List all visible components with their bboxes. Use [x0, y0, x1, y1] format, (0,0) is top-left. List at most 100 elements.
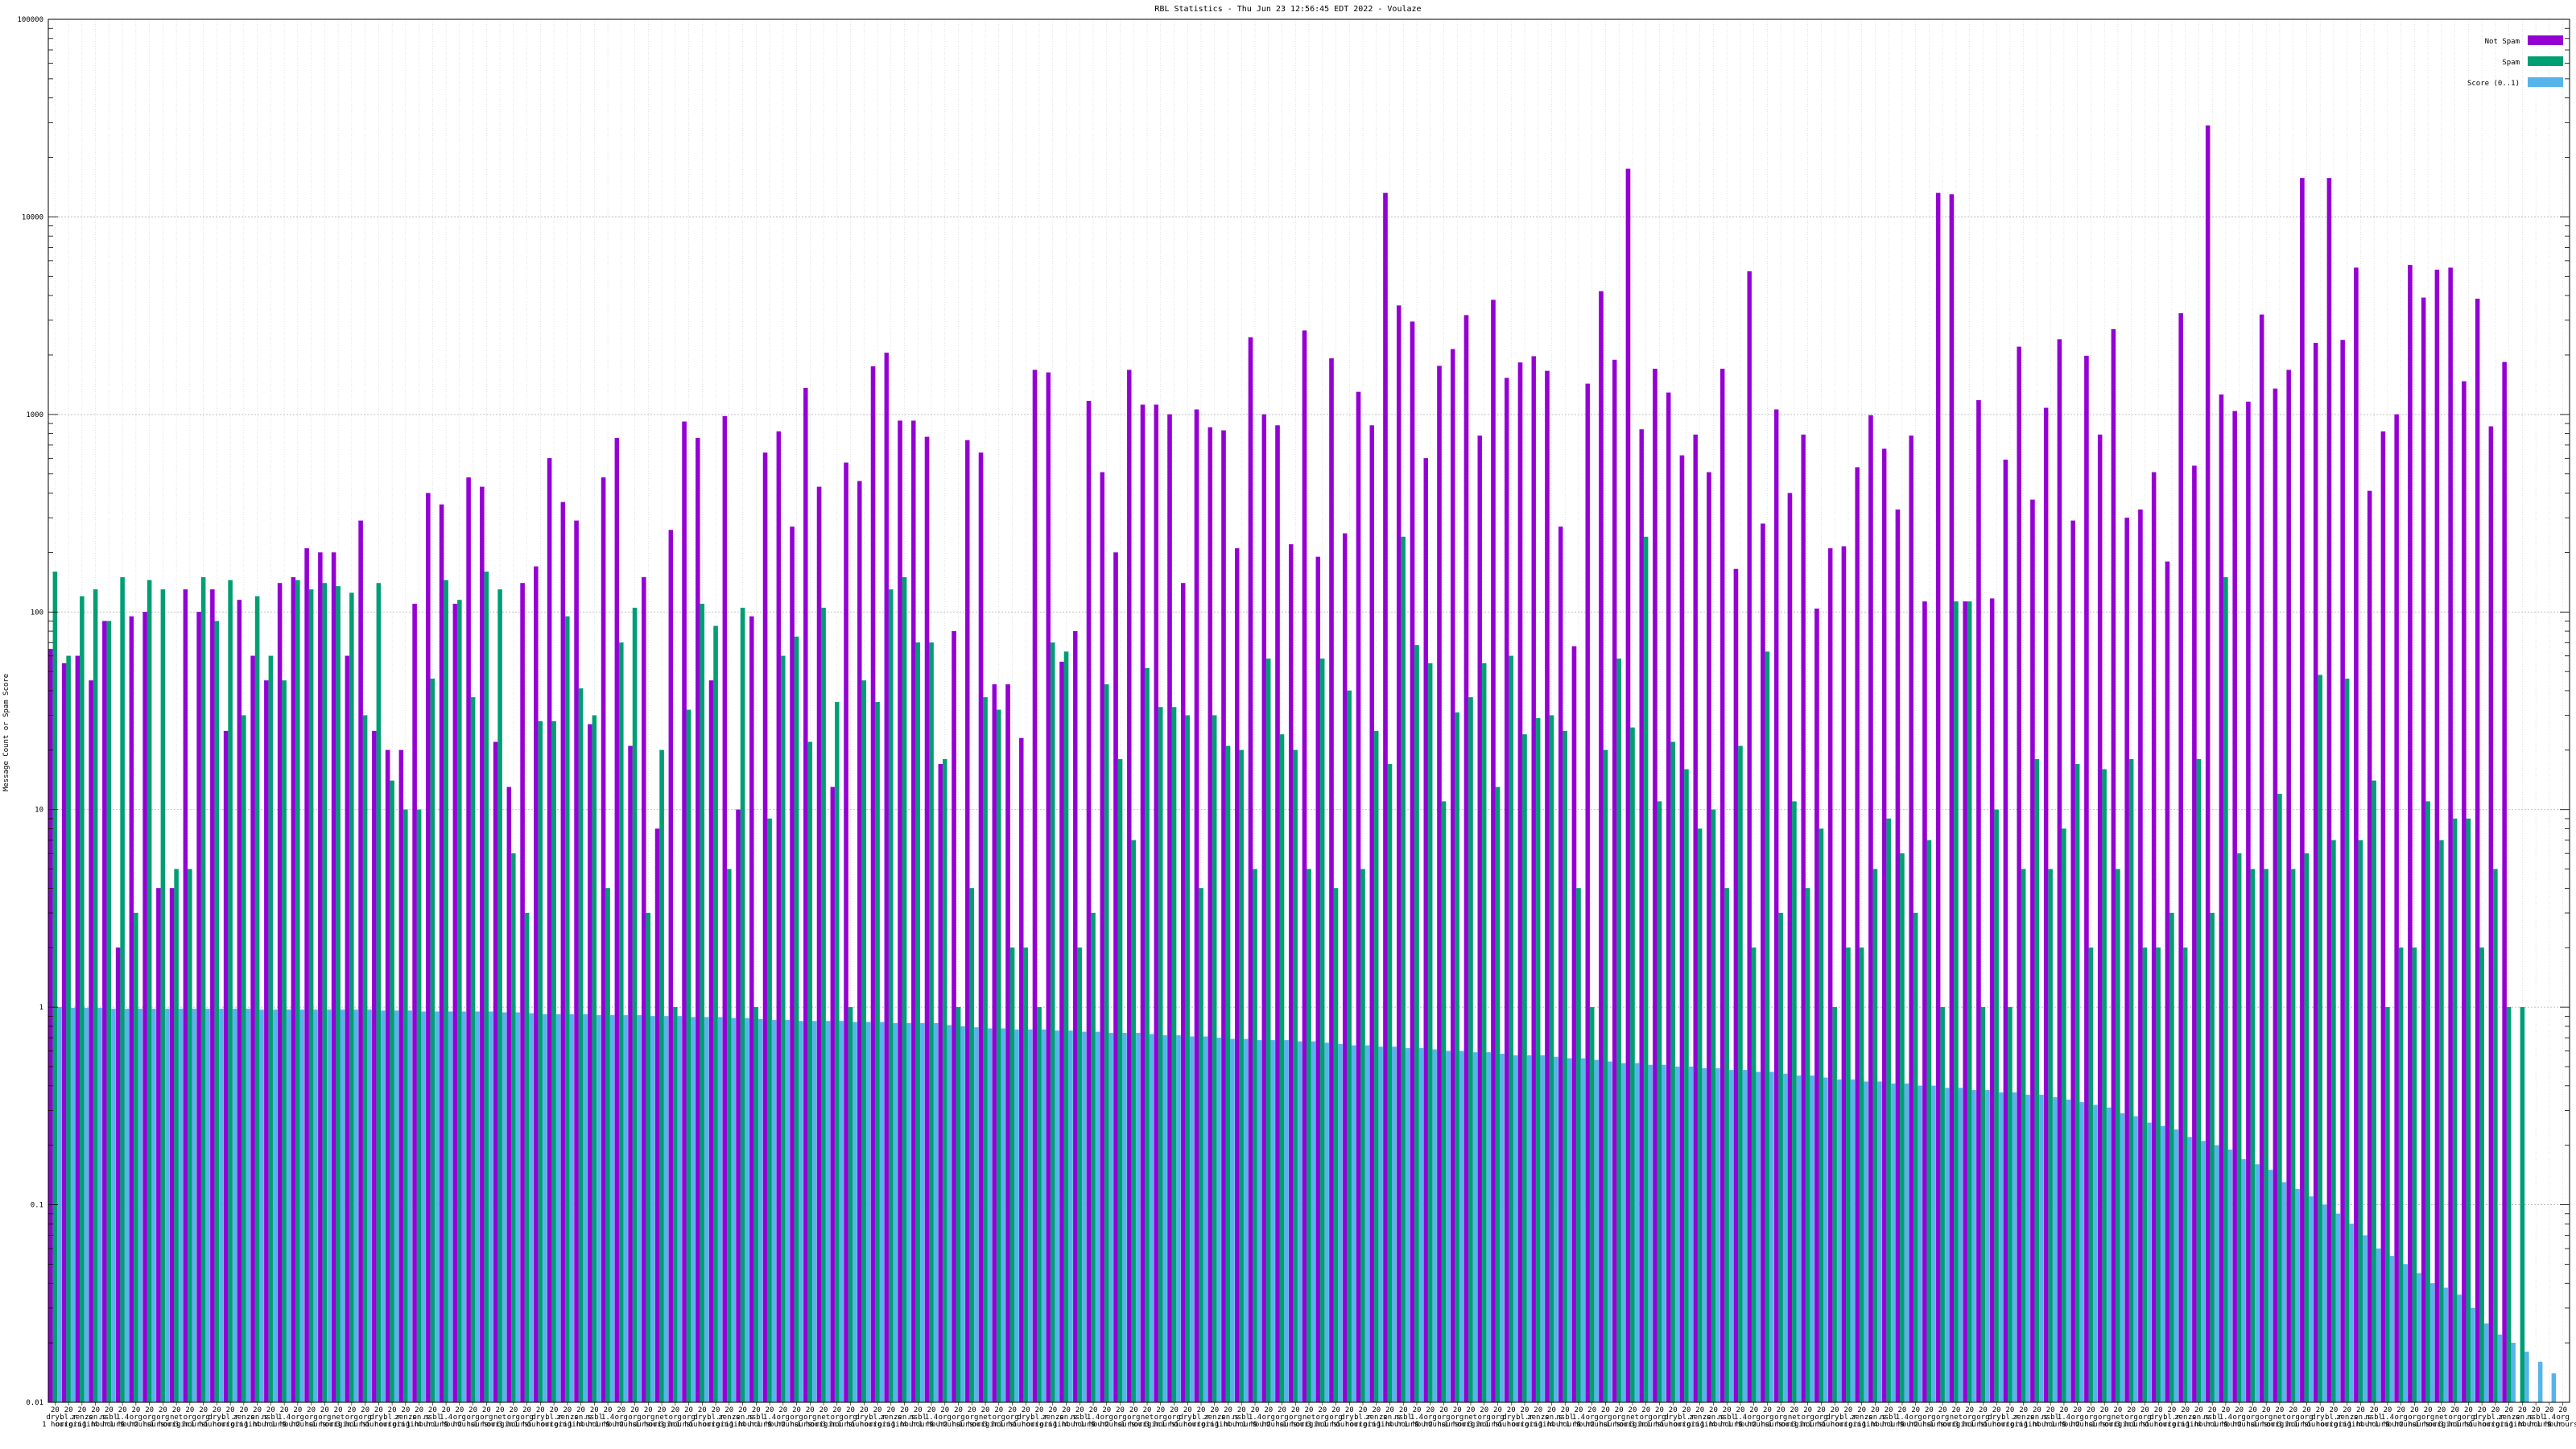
x-tick-label: origin: [2172, 1421, 2198, 1429]
bar-score-0-1-: [111, 1009, 116, 1403]
bar-score-0-1-: [1149, 1034, 1154, 1403]
bar-spam: [1886, 818, 1891, 1403]
x-tick-label: 20: [1224, 1406, 1232, 1414]
bar-not-spam: [1140, 404, 1146, 1403]
x-tick-label: 20: [334, 1406, 343, 1414]
x-tick-label: 20: [766, 1406, 774, 1414]
x-tick-label: 1.4: [1896, 1414, 1909, 1422]
bar-spam: [1293, 749, 1298, 1403]
x-tick-label: 2 hours: [2075, 1421, 2106, 1429]
bar-score-0-1-: [70, 1008, 76, 1403]
x-tick-label: 20: [361, 1406, 369, 1414]
bar-score-0-1-: [2457, 1294, 2462, 1403]
bar-spam: [1832, 1006, 1837, 1403]
x-tick-label: 5 hours: [2548, 1421, 2576, 1429]
bar-spam: [794, 636, 799, 1403]
bar-spam: [646, 912, 651, 1403]
y-ticks: 0.01 0.1 1 10 100 1000 10000 100000: [17, 16, 43, 1407]
bar-not-spam: [1558, 526, 1563, 1403]
bar-spam: [997, 709, 1001, 1403]
x-tick-label: 20: [778, 1406, 787, 1414]
bar-not-spam: [560, 502, 566, 1403]
bar-not-spam: [601, 477, 606, 1403]
x-tick-label: 1 hour: [1242, 1421, 1269, 1429]
x-tick-label: 5 hours: [283, 1421, 313, 1429]
x-tick-label: 20: [550, 1406, 559, 1414]
bar-spam: [740, 607, 745, 1403]
x-tick-label: 3 hours: [2116, 1421, 2147, 1429]
x-tick-label: 1 hour: [1053, 1421, 1080, 1429]
bar-spam: [1859, 947, 1864, 1403]
x-tick-label: org: [1275, 1414, 1288, 1422]
bar-not-spam: [1315, 556, 1321, 1403]
x-tick-label: org: [628, 1414, 641, 1422]
bar-not-spam: [857, 481, 862, 1403]
bar-score-0-1-: [947, 1025, 952, 1403]
bar-not-spam: [1221, 430, 1226, 1403]
x-tick-label: 20: [927, 1406, 936, 1414]
x-tick-label: 20: [1237, 1406, 1246, 1414]
x-tick-label: 20: [1170, 1406, 1179, 1414]
x-tick-label: org: [1451, 1414, 1463, 1422]
x-tick-label: 20: [428, 1406, 437, 1414]
x-tick-label: 2 hours: [943, 1421, 974, 1429]
bar-not-spam: [1261, 414, 1267, 1403]
bar-score-0-1-: [2524, 1352, 2529, 1403]
x-tick-label: 4 hours: [902, 1421, 933, 1429]
bar-spam: [484, 572, 489, 1403]
bar-score-0-1-: [650, 1016, 655, 1403]
bar-not-spam: [2286, 369, 2291, 1403]
bar-not-spam: [291, 576, 296, 1403]
x-tick-label: bl.r: [545, 1414, 563, 1422]
x-tick-label: org: [1478, 1414, 1491, 1422]
x-tick-label: bl.r: [869, 1414, 886, 1422]
x-tick-label: origin: [811, 1421, 837, 1429]
x-tick-label: 20: [1399, 1406, 1408, 1414]
bar-not-spam: [2488, 426, 2494, 1403]
bar-spam: [1872, 869, 1878, 1403]
bar-spam: [821, 607, 826, 1403]
x-tick-label: nsbl: [1718, 1414, 1736, 1422]
bar-not-spam: [803, 387, 808, 1403]
bar-score-0-1-: [2093, 1104, 2098, 1403]
x-tick-label: org: [2246, 1414, 2259, 1422]
bar-score-0-1-: [825, 1021, 831, 1403]
bar-not-spam: [1396, 305, 1402, 1403]
x-tick-label: origin: [1026, 1421, 1053, 1429]
bar-score-0-1-: [2417, 1273, 2421, 1403]
x-tick-label: 20: [2167, 1406, 2176, 1414]
x-tick-label: nsbl: [2527, 1414, 2545, 1422]
x-tick-label: bl.r: [707, 1414, 724, 1422]
x-tick-label: 2 hours: [1913, 1421, 1944, 1429]
bar-not-spam: [1827, 548, 1833, 1403]
bar-score-0-1-: [2281, 1182, 2287, 1403]
bar-spam: [1549, 715, 1554, 1403]
bar-not-spam: [1881, 448, 1887, 1403]
x-tick-label: 1 hour: [433, 1421, 460, 1429]
bar-not-spam: [223, 730, 229, 1403]
bar-not-spam: [115, 947, 121, 1403]
bar-score-0-1-: [1620, 1063, 1626, 1403]
bar-not-spam: [1127, 369, 1132, 1403]
x-tick-label: org: [777, 1414, 790, 1422]
x-tick-label: 20: [1359, 1406, 1368, 1414]
bar-not-spam: [156, 888, 161, 1403]
bar-not-spam: [1773, 409, 1779, 1403]
x-tick-label: origin: [217, 1421, 244, 1429]
bar-not-spam: [2219, 394, 2224, 1403]
x-tick-label: zen.s: [2026, 1414, 2048, 1422]
x-tick-label: origin: [1296, 1421, 1323, 1429]
x-tick-label: 20: [1790, 1406, 1799, 1414]
x-tick-label: dry.: [1340, 1414, 1358, 1422]
x-tick-label: bl.r: [1192, 1414, 1210, 1422]
bar-not-spam: [2097, 434, 2103, 1403]
x-tick-label: 20: [630, 1406, 639, 1414]
bar-spam: [1684, 769, 1689, 1403]
x-tick-label: 20: [724, 1406, 733, 1414]
bar-score-0-1-: [219, 1009, 224, 1403]
bar-score-0-1-: [1176, 1035, 1181, 1403]
bar-spam: [1009, 947, 1015, 1403]
x-tick-label: 1.4: [2381, 1414, 2394, 1422]
x-tick-label: 1 hour: [675, 1421, 702, 1429]
x-tick-label: zen.s: [2336, 1414, 2358, 1422]
